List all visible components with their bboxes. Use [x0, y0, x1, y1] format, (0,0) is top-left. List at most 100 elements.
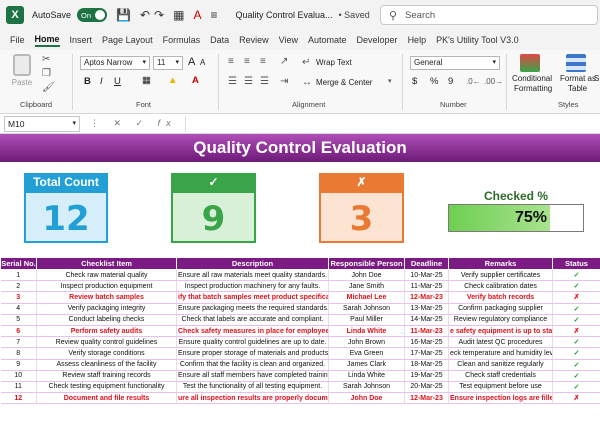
cell-person[interactable]: James Clark: [328, 359, 405, 371]
tab-file[interactable]: File: [10, 35, 25, 45]
col-header-status[interactable]: Status: [552, 257, 600, 270]
cell-status[interactable]: ✓: [552, 359, 600, 371]
cell-item[interactable]: Review batch samples: [36, 291, 177, 304]
cell-remarks[interactable]: Review regulatory compliance: [448, 314, 553, 326]
tab-home[interactable]: Home: [34, 34, 60, 47]
cell-serial[interactable]: 7: [0, 336, 37, 349]
cell-person[interactable]: John Doe: [328, 392, 405, 405]
formula-bar-icons[interactable]: ⋮ ✕ ✓ fx: [90, 118, 177, 128]
italic-button[interactable]: I: [100, 76, 103, 87]
merge-center-button[interactable]: Merge & Center: [316, 78, 373, 87]
tab-help[interactable]: Help: [407, 35, 427, 45]
cell-status[interactable]: ✓: [552, 381, 600, 394]
chevron-down-icon[interactable]: ▾: [388, 78, 392, 85]
cell-serial[interactable]: 4: [0, 303, 37, 315]
font-color-button[interactable]: A: [192, 75, 199, 86]
copy-icon[interactable]: ❐: [42, 68, 51, 79]
cell-description[interactable]: Confirm that the facility is clean and o…: [176, 359, 329, 371]
cell-status[interactable]: ✓: [552, 347, 600, 360]
number-format-dropdown[interactable]: General ▾: [410, 56, 500, 70]
cell-deadline[interactable]: 17-Mar-25: [404, 347, 449, 360]
tab-developer[interactable]: Developer: [356, 35, 398, 45]
cell-remarks[interactable]: Clean and sanitize regularly: [448, 359, 553, 371]
paste-button[interactable]: Paste: [8, 54, 36, 96]
cell-serial[interactable]: 10: [0, 370, 37, 382]
cell-item[interactable]: Document and file results: [36, 392, 177, 405]
cell-person[interactable]: Sarah Johnson: [328, 381, 405, 394]
save-icon[interactable]: 💾: [116, 8, 131, 22]
tab-insert[interactable]: Insert: [69, 35, 93, 45]
font-name-dropdown[interactable]: Aptos Narrow ▾: [80, 56, 150, 70]
cell-item[interactable]: Verify storage conditions: [36, 347, 177, 360]
tab-page-layout[interactable]: Page Layout: [102, 35, 153, 45]
cell-description[interactable]: Check safety measures in place for emplo…: [176, 325, 329, 338]
cell-description[interactable]: Ensure all raw materials meet quality st…: [176, 269, 329, 282]
cell-remarks[interactable]: Verify batch records: [448, 291, 553, 304]
percent-button[interactable]: %: [430, 76, 439, 87]
cell-description[interactable]: Test the functionality of all testing eq…: [176, 381, 329, 394]
cell-remarks[interactable]: Test equipment before use: [448, 381, 553, 394]
cell-serial[interactable]: 2: [0, 280, 37, 293]
col-header-person[interactable]: Responsible Person: [328, 257, 405, 270]
increase-decimal-icon[interactable]: .0←: [466, 77, 481, 86]
search-box[interactable]: ⚲ Search: [380, 5, 598, 25]
cell-item[interactable]: Inspect production equipment: [36, 280, 177, 293]
format-as-table-button[interactable]: Format as: [560, 74, 597, 83]
cell-deadline[interactable]: 11-Mar-25: [404, 280, 449, 293]
align-middle-icon[interactable]: ≡: [244, 56, 250, 67]
cell-status[interactable]: ✓: [552, 336, 600, 349]
cell-remarks[interactable]: Check calibration dates: [448, 280, 553, 293]
cell-serial[interactable]: 8: [0, 347, 37, 360]
cell-person[interactable]: John Doe: [328, 269, 405, 282]
cell-serial[interactable]: 11: [0, 381, 37, 394]
cell-remarks[interactable]: Ensure inspection logs are filled: [448, 392, 553, 405]
font-color-icon[interactable]: A: [193, 8, 202, 22]
cell-status[interactable]: ✓: [552, 370, 600, 382]
cell-description[interactable]: Check that labels are accurate and compl…: [176, 314, 329, 326]
cell-deadline[interactable]: 10-Mar-25: [404, 269, 449, 282]
cell-description[interactable]: Ensure all staff members have completed …: [176, 370, 329, 382]
borders-icon[interactable]: ▦: [142, 75, 151, 86]
align-bottom-icon[interactable]: ≡: [260, 56, 266, 67]
cut-icon[interactable]: ✂: [42, 54, 51, 65]
cell-description[interactable]: Inspect production machinery for any fau…: [176, 280, 329, 293]
cell-deadline[interactable]: 12-Mar-23: [404, 392, 449, 405]
col-header-remarks[interactable]: Remarks: [448, 257, 553, 270]
cell-person[interactable]: Michael Lee: [328, 291, 405, 304]
format-painter-icon[interactable]: 🖌: [42, 82, 55, 93]
cell-description[interactable]: Ensure quality control guidelines are up…: [176, 336, 329, 349]
tab-formulas[interactable]: Formulas: [162, 35, 201, 45]
cell-person[interactable]: Eva Green: [328, 347, 405, 360]
cell-status[interactable]: ✓: [552, 269, 600, 282]
align-center-icon[interactable]: ☰: [244, 76, 253, 87]
cell-item[interactable]: Verify packaging integrity: [36, 303, 177, 315]
cell-person[interactable]: Linda White: [328, 325, 405, 338]
cell-item[interactable]: Perform safety audits: [36, 325, 177, 338]
tab-automate[interactable]: Automate: [308, 35, 347, 45]
cell-remarks[interactable]: e safety equipment is up to sta: [448, 325, 553, 338]
cell-serial[interactable]: 6: [0, 325, 37, 338]
indent-icon[interactable]: ⇥: [280, 76, 289, 87]
cell-remarks[interactable]: eck temperature and humidity lev: [448, 347, 553, 360]
cell-item[interactable]: Review staff training records: [36, 370, 177, 382]
underline-button[interactable]: U: [114, 76, 121, 87]
cell-remarks[interactable]: Confirm packaging supplier: [448, 303, 553, 315]
cell-status[interactable]: ✓: [552, 303, 600, 315]
cell-person[interactable]: John Brown: [328, 336, 405, 349]
cell-description[interactable]: Ensure packaging meets the required stan…: [176, 303, 329, 315]
cell-description[interactable]: ure all inspection results are properly …: [176, 392, 329, 405]
redo-icon[interactable]: ↷: [154, 8, 165, 22]
cell-remarks[interactable]: Check staff credentials: [448, 370, 553, 382]
cell-description[interactable]: Ensure proper storage of materials and p…: [176, 347, 329, 360]
grid-icon[interactable]: ▦: [173, 8, 185, 22]
cell-item[interactable]: Assess cleanliness of the facility: [36, 359, 177, 371]
cell-item[interactable]: Review quality control guidelines: [36, 336, 177, 349]
cell-status[interactable]: ✗: [552, 392, 600, 405]
cell-deadline[interactable]: 20-Mar-25: [404, 381, 449, 394]
cell-serial[interactable]: 12: [0, 392, 37, 405]
cell-deadline[interactable]: 16-Mar-25: [404, 336, 449, 349]
cell-deadline[interactable]: 18-Mar-25: [404, 359, 449, 371]
cell-person[interactable]: Linda White: [328, 370, 405, 382]
tab-pk-utility[interactable]: PK's Utility Tool V3.0: [436, 35, 519, 45]
currency-button[interactable]: $: [412, 76, 418, 87]
